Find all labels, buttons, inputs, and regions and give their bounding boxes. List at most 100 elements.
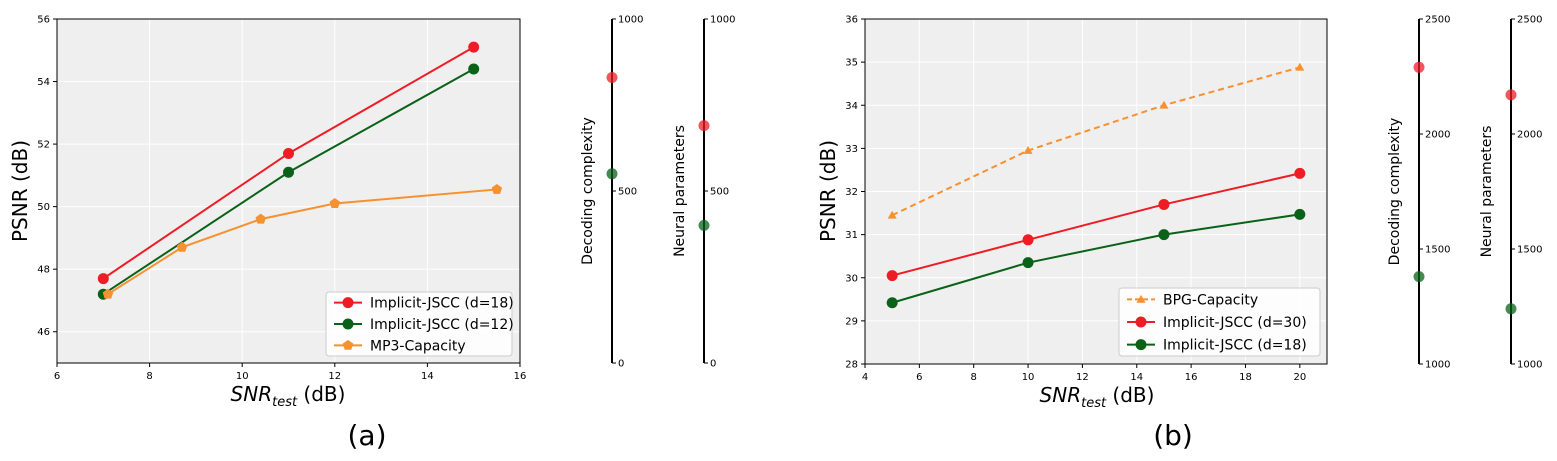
y-tick-label: 52 (37, 140, 50, 151)
series-red (97, 41, 480, 285)
data-point (255, 213, 266, 224)
x-tick-label: 12 (328, 371, 341, 382)
side-axis-decoding-complexity: 0 500 1000 Decoding complexity (580, 15, 643, 370)
data-point (886, 270, 898, 282)
legend-marker (1135, 316, 1147, 328)
x-tick-label: 16 (1185, 372, 1198, 383)
side-tick-label: 1000 (1425, 360, 1450, 371)
side-axis-marker (698, 120, 710, 132)
legend-box (1118, 287, 1321, 357)
x-tick-label: 18 (1239, 372, 1252, 383)
side-tick-label: 1500 (1517, 245, 1542, 256)
y-tick-label: 28 (845, 360, 858, 371)
y-tick-label: 36 (845, 15, 858, 26)
legend-marker (342, 339, 354, 350)
side-axis-marker (606, 168, 618, 180)
legend-entry: Implicit-JSCC (d=18) (370, 296, 514, 312)
side-tick-label: 2500 (1517, 15, 1542, 26)
legend-entry: BPG-Capacity (1163, 292, 1258, 308)
side-tick-label: 500 (618, 187, 637, 198)
x-axis-label: SNRtest (dB) (1040, 383, 1155, 411)
series-green (97, 63, 480, 300)
panel-label: (a) (347, 419, 386, 452)
side-tick-label: 1000 (618, 15, 643, 26)
data-point (468, 41, 480, 53)
legend: Implicit-JSCC (d=18) Implicit-JSCC (d=12)… (325, 291, 514, 357)
y-tick-label: 34 (845, 101, 858, 112)
side-tick-label: 1500 (1425, 245, 1450, 256)
legend-entry: Implicit-JSCC (d=12) (370, 317, 514, 333)
x-tick-label: 20 (1293, 372, 1306, 383)
x-tick-label: 6 (54, 371, 60, 382)
data-point (1295, 62, 1305, 71)
data-point (1022, 257, 1034, 269)
legend-marker (342, 318, 354, 330)
x-axis-label-unit: (dB) (297, 382, 345, 406)
data-point (1022, 234, 1034, 246)
x-tick-label: 10 (236, 371, 249, 382)
side-axis-marker (1505, 89, 1517, 101)
data-point (1159, 100, 1169, 109)
side-axis-marker (1505, 303, 1517, 315)
x-axis-label-main: SNR (231, 382, 273, 406)
legend-box (325, 291, 513, 357)
x-tick-label: 12 (1076, 372, 1089, 383)
y-tick-label: 50 (37, 202, 50, 213)
y-axis-label: PSNR (dB) (816, 140, 840, 242)
x-tick-label: 8 (971, 372, 977, 383)
x-tick-label: 14 (421, 371, 434, 382)
side-tick-label: 0 (710, 359, 716, 370)
data-point (1023, 146, 1033, 154)
series-line (891, 172, 1301, 277)
data-point (886, 297, 898, 309)
data-point (887, 210, 897, 219)
x-axis-label-subscript: test (1081, 396, 1107, 411)
side-axis-label: Decoding complexity (1387, 118, 1403, 266)
legend-marker (1135, 339, 1147, 351)
side-axis-marker (1413, 61, 1425, 73)
series-orange (102, 183, 503, 299)
side-tick-label: 2000 (1517, 130, 1542, 141)
side-tick-label: 500 (710, 187, 729, 198)
data-point (1294, 167, 1306, 179)
chart-panel-a: 6 8 10 12 14 16 46 48 50 52 54 56 PSNR (dB) SNRtest (… (8, 15, 735, 453)
legend: BPG-Capacity Implicit-JSCC (d=30) Implicit… (1118, 287, 1321, 357)
side-axis-label: Decoding complexity (580, 117, 596, 265)
series-green (886, 208, 1306, 309)
x-tick-label: 10 (1022, 372, 1035, 383)
side-tick-label: 2500 (1425, 15, 1450, 26)
side-axis-marker (698, 219, 710, 231)
y-tick-label: 48 (37, 265, 50, 276)
y-tick-label: 33 (845, 144, 858, 155)
x-axis-label: SNRtest (dB) (231, 382, 346, 410)
side-axis-neural-parameters: 1000 1500 2000 2500 Neural parameters (1479, 15, 1542, 371)
data-point (1158, 198, 1170, 210)
panel-label: (b) (1153, 419, 1193, 452)
series-line (891, 66, 1301, 217)
x-axis-label-subscript: test (272, 395, 298, 410)
side-axis-neural-parameters: 0 500 1000 Neural parameters (672, 15, 735, 370)
side-axis-decoding-complexity: 1000 1500 2000 2500 Decoding complexity (1387, 15, 1450, 371)
legend-entry: Implicit-JSCC (d=30) (1163, 315, 1307, 331)
series-orange (887, 62, 1305, 219)
y-tick-label: 35 (845, 58, 858, 69)
side-axis-label: Neural parameters (672, 125, 688, 257)
side-tick-label: 1000 (1517, 360, 1542, 371)
legend-marker (342, 297, 354, 309)
x-tick-label: 4 (862, 372, 868, 383)
x-axis-label-main: SNR (1040, 383, 1082, 407)
y-tick-label: 46 (37, 327, 50, 338)
data-point (1158, 229, 1170, 241)
side-tick-label: 1000 (710, 15, 735, 26)
x-axis-label-unit: (dB) (1106, 383, 1154, 407)
legend-entry: MP3-Capacity (370, 338, 466, 354)
plot-frame (864, 18, 1328, 365)
x-tick-label: 16 (514, 371, 527, 382)
side-axis-marker (606, 71, 618, 83)
data-point (491, 183, 503, 194)
data-point (283, 147, 294, 159)
y-tick-label: 29 (845, 316, 858, 327)
x-tick-label: 6 (916, 372, 922, 383)
data-point (283, 166, 294, 178)
